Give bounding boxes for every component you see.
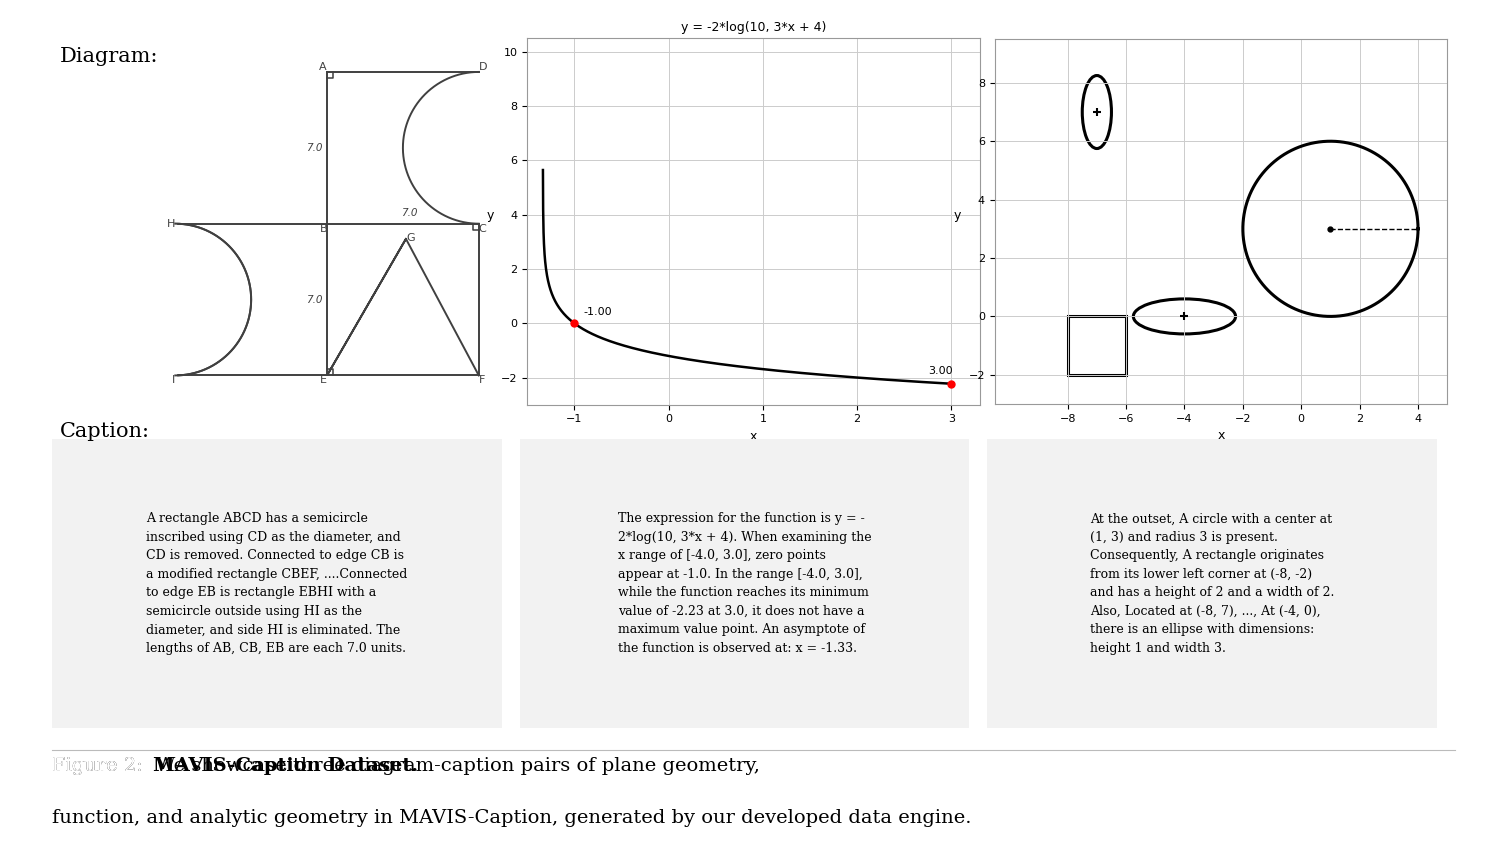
Title: y = -2*log(10, 3*x + 4): y = -2*log(10, 3*x + 4) [680,21,827,34]
Text: G: G [406,233,415,244]
Text: -1.00: -1.00 [583,307,612,316]
Bar [1068,316,1126,375]
Text: E: E [319,376,327,385]
FancyBboxPatch shape [983,436,1441,731]
Text: I: I [172,376,175,385]
X-axis label: x: x [750,430,756,443]
Y-axis label: y: y [486,209,494,222]
Text: F: F [479,376,485,385]
Text: 7.0: 7.0 [306,143,322,153]
Text: D: D [479,62,488,72]
Text: B: B [319,224,327,233]
Y-axis label: y: y [953,209,961,222]
FancyBboxPatch shape [48,436,506,731]
FancyBboxPatch shape [515,436,974,731]
Text: MAVIS-Caption Dataset.: MAVIS-Caption Dataset. [154,757,418,775]
Text: A: A [319,62,327,72]
Text: 7.0: 7.0 [306,295,322,304]
Text: Diagram:: Diagram: [60,47,158,66]
Text: H: H [167,219,175,228]
Text: Caption:: Caption: [60,422,149,440]
Text: A rectangle ABCD has a semicircle
inscribed using CD as the diameter, and
CD is : A rectangle ABCD has a semicircle inscri… [146,512,407,655]
Text: 3.00: 3.00 [928,366,952,376]
Text: 7.0: 7.0 [401,208,418,218]
Text: Figure 2:: Figure 2: [52,757,149,775]
Text: Figure 2:  We showcase three diagram-caption pairs of plane geometry,: Figure 2: We showcase three diagram-capt… [52,757,759,775]
Text: At the outset, A circle with a center at
(1, 3) and radius 3 is present.
Consequ: At the outset, A circle with a center at… [1089,512,1334,655]
Text: The expression for the function is y = -
2*log(10, 3*x + 4). When examining the
: The expression for the function is y = -… [618,512,871,655]
Text: function, and analytic geometry in MAVIS-Caption, generated by our developed dat: function, and analytic geometry in MAVIS… [52,809,971,827]
X-axis label: x: x [1217,429,1225,442]
Text: C: C [479,224,486,233]
